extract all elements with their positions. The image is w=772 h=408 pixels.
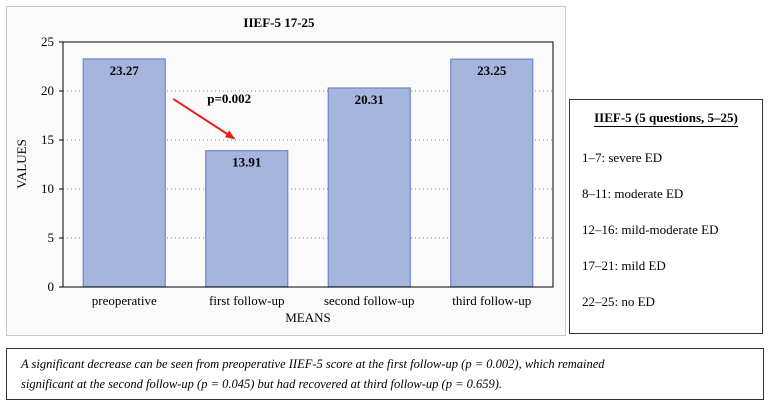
caption-line-2: significant at the second follow-up (p =… (21, 377, 503, 391)
legend-item-mild-moderate: 12–16: mild-moderate ED (582, 222, 719, 237)
legend-item-severe: 1–7: severe ED (582, 150, 663, 165)
caption-line-1: A significant decrease can be seen from … (21, 357, 605, 371)
x-tick-label: first follow-up (209, 293, 284, 308)
x-tick-label: preoperative (92, 293, 157, 308)
caption-box: A significant decrease can be seen from … (6, 348, 764, 400)
caption-text: A significant decrease can be seen from … (21, 354, 753, 394)
x-tick-label: third follow-up (452, 293, 531, 308)
y-tick-label: 20 (41, 83, 54, 98)
y-tick-label: 10 (41, 181, 54, 196)
y-tick-label: 5 (48, 230, 55, 245)
legend-item-mild: 17–21: mild ED (582, 258, 666, 273)
bar-value-label: 13.91 (232, 155, 261, 170)
plot-frame (62, 41, 554, 288)
legend-item-no-ed: 22–25: no ED (582, 294, 655, 309)
chart-panel: IIEF-5 17-25 0 5 10 15 20 25 23.27 preoperativ… (6, 6, 566, 336)
bar-value-label: 20.31 (355, 92, 384, 107)
y-tick-label: 15 (41, 132, 54, 147)
bar-chart: IIEF-5 17-25 0 5 10 15 20 25 23.27 preoperativ… (14, 15, 554, 325)
bar (450, 58, 534, 288)
significance-label: p=0.002 (207, 91, 251, 106)
bar-value-label: 23.25 (477, 63, 507, 78)
legend-title: IIEF-5 (5 questions, 5–25) (594, 110, 738, 127)
y-tick-label: 25 (41, 34, 54, 49)
x-axis-label: MEANS (285, 310, 331, 325)
legend-box: IIEF-5 (5 questions, 5–25) 1–7: severe E… (569, 99, 763, 334)
bar (205, 150, 289, 288)
bar-value-label: 23.27 (110, 63, 140, 78)
y-tick-label: 0 (48, 279, 55, 294)
legend-item-moderate: 8–11: moderate ED (582, 186, 684, 201)
x-tick-label: second follow-up (324, 293, 415, 308)
significance-arrow (172, 98, 236, 140)
y-axis-label: VALUES (14, 139, 29, 189)
chart-title: IIEF-5 17-25 (243, 15, 315, 30)
bar (327, 87, 411, 288)
bar (82, 58, 166, 288)
